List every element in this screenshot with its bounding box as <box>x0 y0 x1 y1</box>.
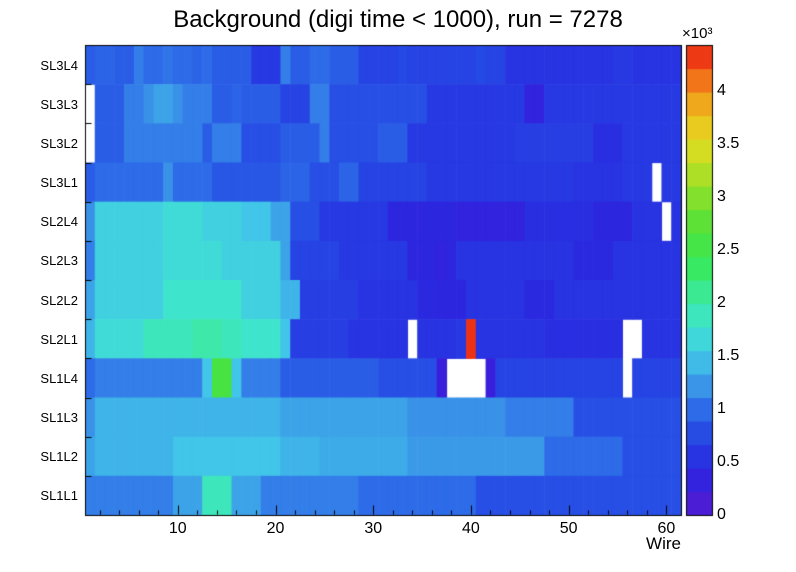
y-axis-label-sl3l4: SL3L4 <box>40 57 78 73</box>
y-axis-label-sl2l3: SL2L3 <box>40 253 78 269</box>
colorbar-exponent-label: ×10³ <box>682 25 713 42</box>
y-axis-label-sl1l1: SL1L1 <box>40 488 78 504</box>
x-axis-tick-label-60: 60 <box>657 520 676 537</box>
x-axis-tick-label-10: 10 <box>168 520 187 537</box>
x-axis-title: Wire <box>646 534 681 553</box>
y-axis-label-sl2l4: SL2L4 <box>40 214 78 230</box>
y-axis-label-sl1l3: SL1L3 <box>40 410 78 426</box>
x-axis-tick-label-30: 30 <box>364 520 383 537</box>
colorbar-tick-label-0.5: 0.5 <box>717 452 740 470</box>
y-axis-label-sl1l2: SL1L2 <box>40 449 78 465</box>
colorbar-tick-label-2: 2 <box>717 293 726 311</box>
x-axis-tick-label-20: 20 <box>266 520 285 537</box>
colorbar-tick-label-1.5: 1.5 <box>717 346 740 364</box>
y-axis-label-sl3l3: SL3L3 <box>40 96 78 112</box>
y-axis-label-sl3l2: SL3L2 <box>40 135 78 151</box>
colorbar-tick-label-4: 4 <box>717 81 726 99</box>
y-axis-label-sl3l1: SL3L1 <box>40 175 78 191</box>
colorbar-tick-label-0: 0 <box>717 506 726 523</box>
colorbar-tick-label-3: 3 <box>717 187 726 205</box>
colorbar-tick-label-1: 1 <box>717 399 726 417</box>
x-axis-tick-label-40: 40 <box>462 520 480 537</box>
y-axis-label-sl2l1: SL2L1 <box>40 331 78 347</box>
colorbar-tick-label-2.5: 2.5 <box>717 240 740 258</box>
x-axis-tick-label-50: 50 <box>559 520 578 537</box>
colorbar-tick-label-3.5: 3.5 <box>717 134 740 152</box>
plot-title: Background (digi time < 1000), run = 727… <box>173 6 623 33</box>
y-axis-label-sl2l2: SL2L2 <box>40 292 78 308</box>
y-axis-label-sl1l4: SL1L4 <box>40 370 78 386</box>
